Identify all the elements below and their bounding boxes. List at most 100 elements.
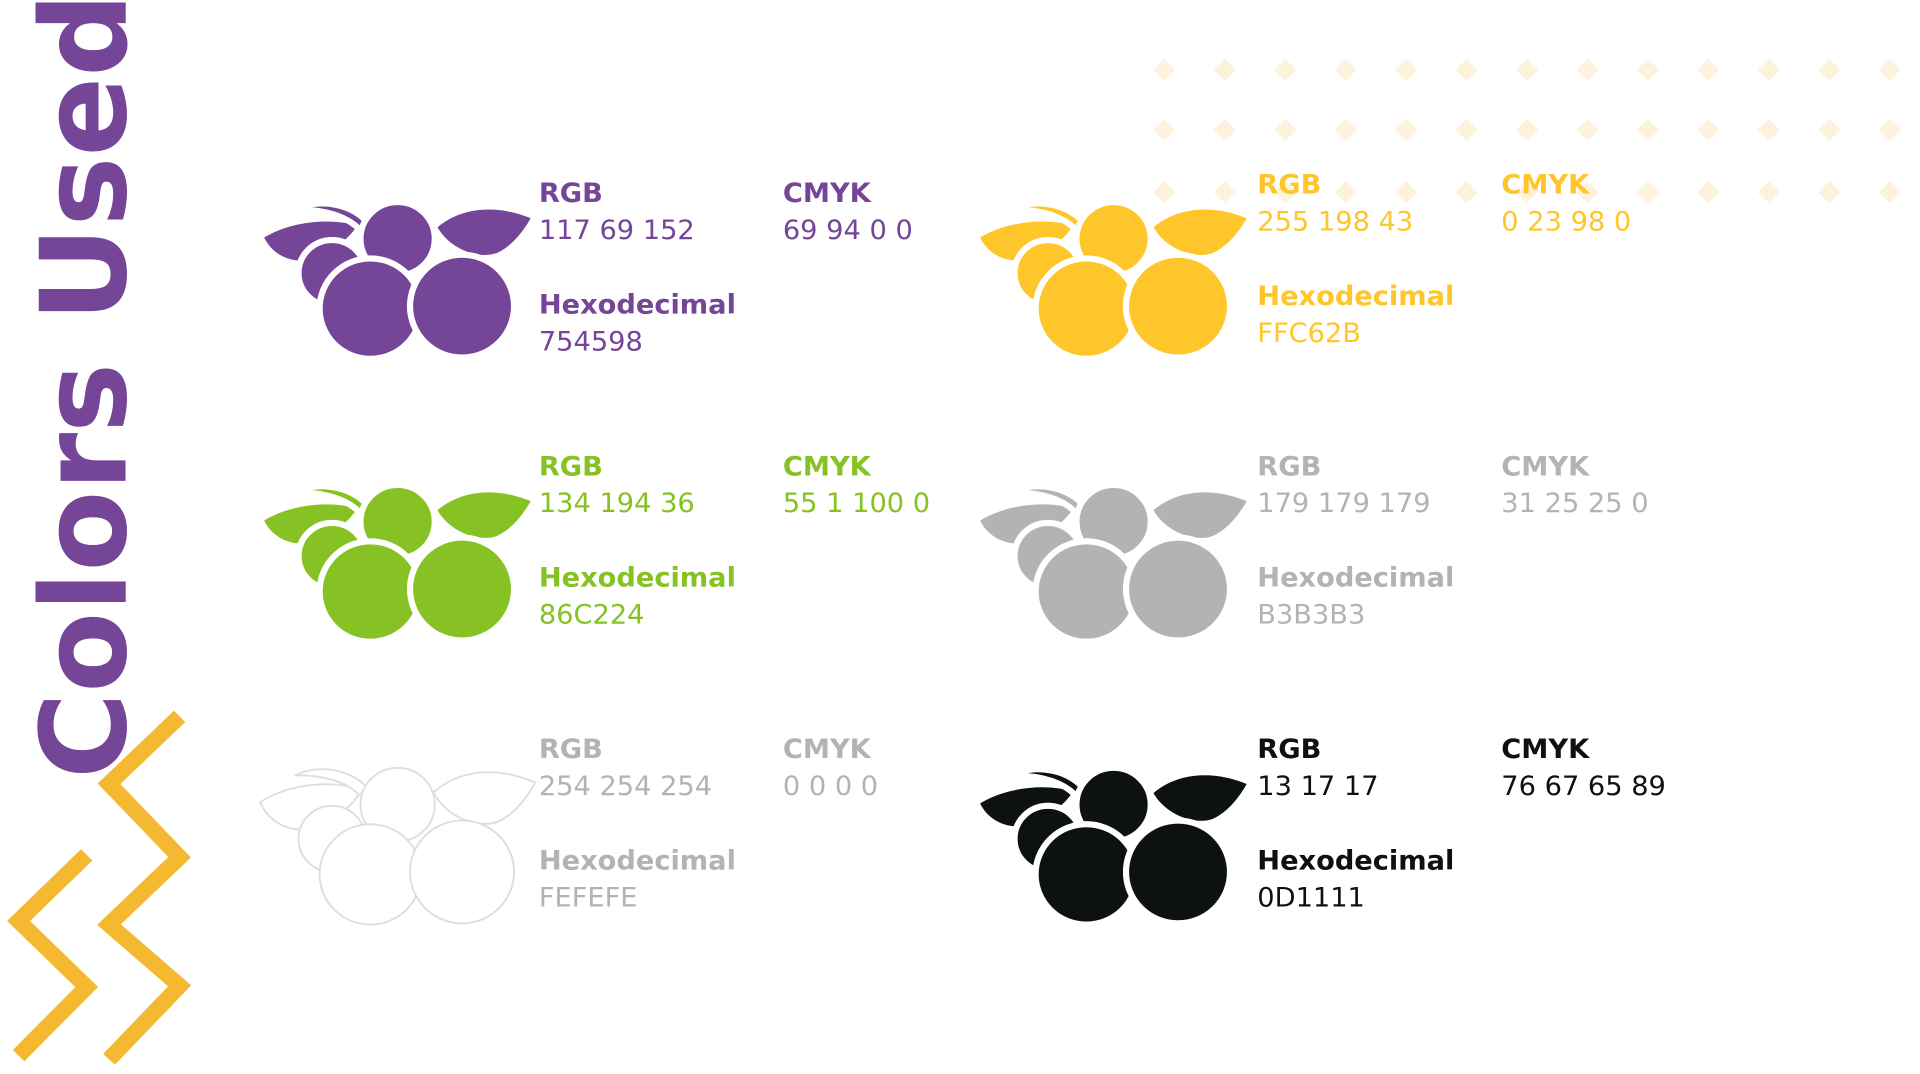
cmyk-label: CMYK [783,451,872,482]
hex-label: Hexodecimal [539,290,736,321]
berry [406,534,518,644]
diamond [1757,58,1781,81]
leaf [1145,769,1256,827]
hex-value: FEFEFE [539,882,638,913]
zigzag [97,710,192,1065]
diamond [1153,181,1176,204]
berry [1032,538,1141,645]
cmyk-value: 0 23 98 0 [1501,206,1631,237]
swatch: RGB 254 254 254 CMYK 0 0 0 0 Hexodecimal FEFE… [258,734,878,926]
zigzag [7,849,99,1062]
cmyk-label: CMYK [783,178,872,209]
diamond [1878,58,1901,81]
berry-icon [256,481,540,645]
cmyk-label: CMYK [1501,170,1590,201]
rgb-value: 134 194 36 [539,488,695,519]
leaf [429,486,540,545]
diamond [1334,118,1357,141]
berry-icon [972,199,1256,362]
diamond [1818,181,1841,204]
rgb-label: RGB [539,734,603,765]
hex-label: Hexodecimal [539,563,736,594]
diamond [1818,58,1841,81]
rgb-label: RGB [1257,451,1321,482]
hex-value: 0D1111 [1257,882,1365,913]
diamond [1636,58,1660,81]
diamond [1515,118,1539,141]
diamond [1153,58,1176,81]
rgb-value: 179 179 179 [1257,488,1430,519]
cmyk-label: CMYK [1501,734,1590,765]
diamond [1757,181,1781,204]
cmyk-label: CMYK [783,734,872,765]
diamond [1395,58,1418,81]
rgb-label: RGB [539,178,603,209]
berry [1122,534,1234,644]
leaf [429,203,540,262]
diamond [1274,58,1297,81]
diamond [1878,181,1901,204]
berry-icon [972,764,1256,928]
rgb-label: RGB [1257,734,1321,765]
hex-label: Hexodecimal [539,846,736,877]
swatch: RGB 13 17 17 CMYK 76 67 65 89 Hexodecimal 0D1… [972,734,1666,928]
cmyk-label: CMYK [1501,451,1590,482]
rgb-label: RGB [539,451,603,482]
berry [1122,251,1234,361]
cmyk-value: 76 67 65 89 [1501,771,1666,802]
swatch: RGB 117 69 152 CMYK 69 94 0 0 Hexodecimal 754… [256,178,913,362]
diamond [1576,118,1599,141]
hex-value: 754598 [539,326,643,357]
diamond [1636,118,1660,141]
diamond [1334,181,1357,204]
diamond [1213,58,1236,81]
diamond [1515,181,1539,204]
cmyk-value: 69 94 0 0 [783,215,913,246]
diamond [1697,58,1720,81]
hex-label: Hexodecimal [1257,563,1454,594]
diamond [1213,118,1236,141]
swatch: RGB 179 179 179 CMYK 31 25 25 0 Hexodecimal B… [972,451,1649,645]
diamond [1213,181,1236,204]
cmyk-value: 31 25 25 0 [1501,488,1648,519]
berry [406,251,518,361]
berry [1032,821,1141,928]
cmyk-value: 0 0 0 0 [783,771,878,802]
diamond [1697,118,1720,141]
rgb-value: 254 254 254 [539,771,712,802]
decoration [7,58,1901,1065]
berry [1032,255,1141,362]
berry [318,823,423,926]
hex-value: FFC62B [1257,318,1361,349]
diamond [1757,118,1781,141]
leaf [1145,203,1256,262]
berry [316,255,425,362]
cmyk-value: 55 1 100 0 [783,488,930,519]
diamond [1274,181,1297,204]
rgb-label: RGB [1257,170,1321,201]
swatch: RGB 134 194 36 CMYK 55 1 100 0 Hexodecimal 86… [256,451,930,645]
rgb-value: 117 69 152 [539,215,695,246]
berry-icon [256,199,540,362]
berry-icon [258,766,537,926]
hex-label: Hexodecimal [1257,281,1454,312]
rgb-value: 13 17 17 [1257,771,1378,802]
diamond [1455,118,1478,141]
diamond [1636,181,1660,204]
diamond [1395,181,1418,204]
leaf [1145,486,1256,545]
hex-value: B3B3B3 [1257,600,1365,631]
berry [1122,817,1234,927]
diamond [1455,58,1478,81]
diamond [1515,58,1539,81]
diamond [1576,58,1599,81]
diamond [1274,118,1297,141]
hex-value: 86C224 [539,600,645,631]
diamond [1334,58,1357,81]
swatch: RGB 255 198 43 CMYK 0 23 98 0 Hexodecimal FFC… [972,170,1631,362]
diamond [1818,118,1841,141]
page-title: Colors Used [15,0,154,779]
diamond [1395,118,1418,141]
diamond [1153,118,1176,141]
